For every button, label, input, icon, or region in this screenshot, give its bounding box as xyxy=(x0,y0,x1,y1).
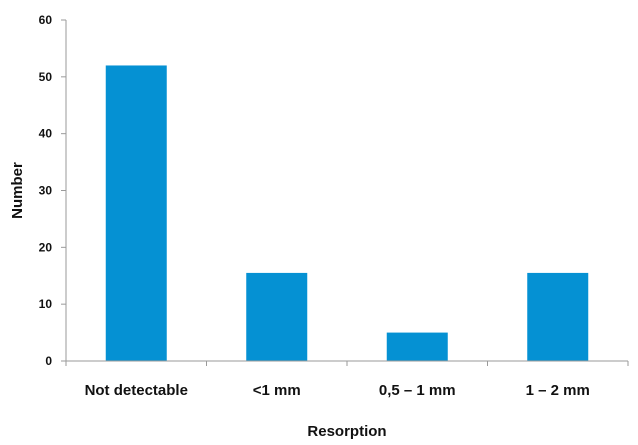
x-category-label: 0,5 – 1 mm xyxy=(379,382,456,399)
x-axis-title: Resorption xyxy=(307,423,386,440)
y-tick-label: 0 xyxy=(45,354,52,368)
x-category-label: <1 mm xyxy=(253,382,301,399)
y-tick-label: 20 xyxy=(39,240,53,254)
y-tick-label: 40 xyxy=(39,127,53,141)
y-tick-label: 10 xyxy=(39,297,53,311)
x-axis-ticks xyxy=(65,361,629,366)
y-axis-ticks: 0 10 20 30 40 50 60 xyxy=(39,13,66,368)
x-category-label: 1 – 2 mm xyxy=(526,382,590,399)
bar xyxy=(386,332,448,361)
bars xyxy=(105,65,589,361)
bar xyxy=(246,272,308,361)
x-category-label: Not detectable xyxy=(85,382,188,399)
y-tick-label: 60 xyxy=(39,13,53,27)
y-tick-label: 30 xyxy=(39,184,53,198)
y-tick-label: 50 xyxy=(39,70,53,84)
bar xyxy=(105,65,167,361)
bar xyxy=(527,272,589,361)
y-axis-title: Number xyxy=(9,162,26,219)
category-labels: Not detectable <1 mm 0,5 – 1 mm 1 – 2 mm xyxy=(85,382,590,399)
